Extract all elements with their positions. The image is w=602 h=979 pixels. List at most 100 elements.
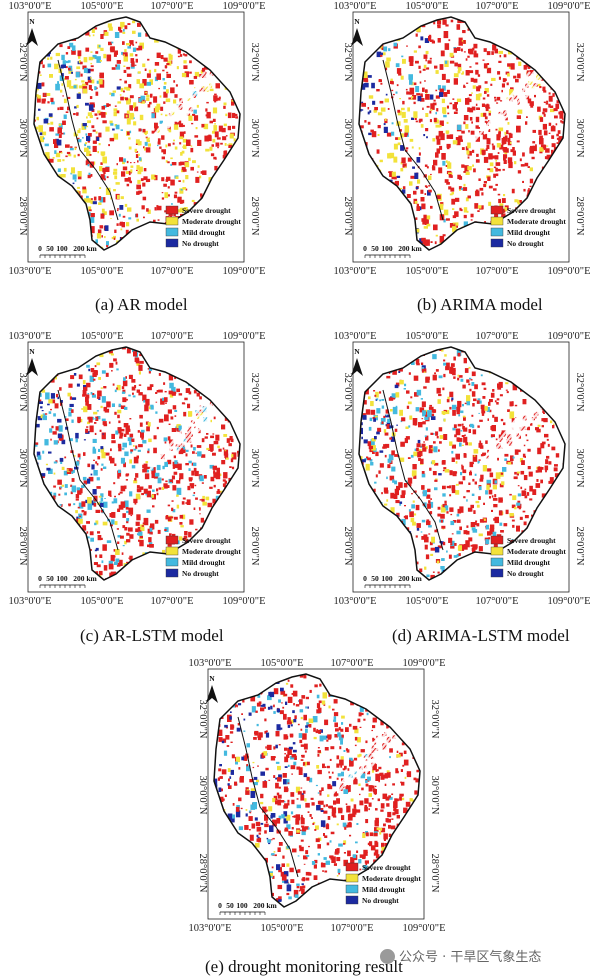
legend-label: Mild drought [507, 228, 550, 237]
drought-cell [522, 399, 527, 405]
drought-cell [115, 182, 120, 185]
drought-cell [117, 541, 120, 544]
drought-cell [416, 93, 421, 96]
drought-cell [416, 188, 418, 190]
drought-cell [529, 185, 532, 187]
drought-cell [470, 522, 476, 527]
drought-cell [224, 453, 229, 458]
drought-cell [442, 107, 447, 114]
drought-cell [496, 134, 501, 141]
drought-cell [40, 406, 43, 409]
drought-cell [487, 468, 492, 472]
drought-cell [106, 103, 109, 107]
drought-cell [457, 519, 461, 523]
scale-label: 50 [46, 244, 54, 253]
drought-cell [150, 404, 154, 407]
drought-cell [435, 234, 438, 237]
drought-cell [207, 135, 212, 142]
drought-cell [470, 423, 474, 428]
drought-cell [400, 168, 404, 172]
drought-cell [73, 85, 77, 89]
drought-cell [485, 133, 487, 137]
drought-cell [96, 117, 99, 120]
drought-cell [85, 142, 87, 145]
drought-cell [145, 469, 149, 473]
drought-cell [117, 476, 120, 479]
drought-cell [203, 417, 208, 422]
drought-cell [466, 210, 469, 213]
drought-cell [527, 66, 531, 69]
drought-cell [108, 103, 111, 107]
drought-cell [99, 60, 102, 62]
drought-cell [423, 214, 427, 220]
drought-cell [98, 111, 103, 116]
drought-cell [204, 135, 209, 142]
drought-cell [517, 98, 520, 101]
drought-cell [405, 88, 408, 91]
drought-cell [92, 446, 95, 451]
drought-cell [466, 499, 468, 502]
drought-cell [126, 510, 129, 514]
drought-cell [90, 537, 94, 542]
drought-cell [469, 66, 472, 68]
drought-cell [229, 466, 232, 468]
drought-cell [457, 508, 462, 514]
drought-cell [450, 545, 455, 549]
drought-cell [231, 466, 235, 470]
drought-cell [87, 478, 91, 484]
drought-cell [422, 221, 426, 225]
drought-cell [153, 447, 157, 454]
drought-cell [127, 437, 133, 442]
drought-cell [412, 418, 418, 426]
drought-cell [427, 488, 431, 493]
drought-cell [123, 54, 128, 62]
drought-cell [217, 445, 220, 449]
drought-cell [71, 471, 74, 474]
drought-cell [383, 123, 386, 126]
drought-cell [103, 171, 106, 175]
drought-cell [154, 122, 158, 129]
drought-cell [86, 116, 88, 119]
drought-cell [159, 146, 162, 149]
drought-cell [458, 414, 461, 417]
drought-cell [546, 438, 549, 441]
drought-cell [201, 86, 204, 88]
drought-cell [498, 50, 503, 54]
drought-cell [427, 175, 432, 181]
drought-cell [180, 525, 184, 528]
drought-cell [156, 73, 161, 80]
drought-cell [143, 488, 148, 494]
drought-cell [43, 118, 49, 124]
panel-caption: (b) ARIMA model [417, 295, 543, 314]
drought-cell [99, 225, 104, 229]
drought-cell [147, 58, 150, 61]
drought-cell [57, 396, 59, 400]
drought-cell [398, 482, 403, 488]
drought-cell [59, 106, 64, 110]
drought-cell [474, 473, 477, 476]
drought-cell [500, 472, 504, 475]
drought-cell [165, 179, 169, 182]
drought-cell [193, 507, 196, 510]
drought-cell [419, 407, 425, 413]
drought-cell [420, 95, 423, 98]
drought-cell [104, 408, 110, 413]
drought-cell [469, 461, 474, 468]
lon-tick-label: 105°0'0"E [80, 1, 123, 12]
drought-cell [468, 94, 472, 97]
lat-tick-label: 30°0'0"N [249, 119, 260, 158]
drought-cell [448, 161, 450, 163]
drought-cell [100, 446, 104, 450]
drought-cell [98, 448, 101, 452]
drought-cell [465, 58, 468, 61]
drought-cell [170, 163, 172, 166]
drought-cell [458, 41, 463, 46]
drought-cell [418, 449, 422, 452]
drought-cell [522, 510, 526, 513]
drought-cell [114, 463, 117, 466]
drought-cell [95, 509, 100, 513]
drought-cell [163, 82, 167, 85]
drought-cell [174, 462, 179, 469]
drought-cell [138, 531, 143, 536]
drought-cell [420, 189, 424, 194]
